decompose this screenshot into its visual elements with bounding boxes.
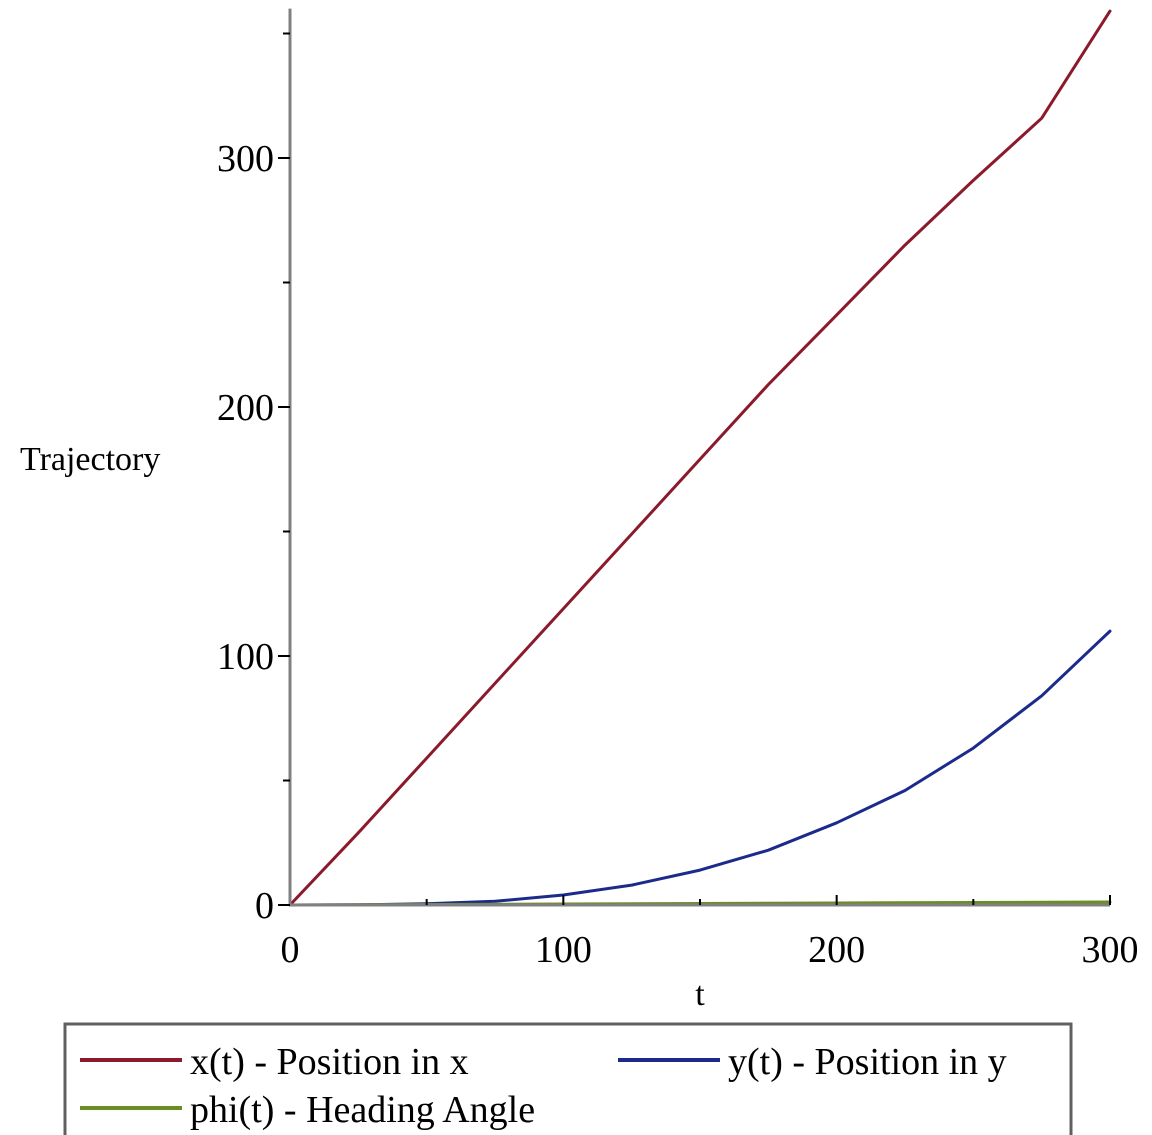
y-axis-title: Trajectory <box>20 441 160 478</box>
x-tick-label: 0 <box>281 929 300 971</box>
x-tick-label: 300 <box>1082 929 1139 971</box>
y-tick-label: 100 <box>217 636 274 678</box>
legend-label-y: y(t) - Position in y <box>728 1041 1007 1083</box>
x-axis-title: t <box>695 976 705 1013</box>
series-line-0 <box>288 9 1112 907</box>
y-tick-label: 0 <box>255 885 274 927</box>
y-tick-label: 200 <box>217 387 274 429</box>
x-tick-label: 200 <box>808 929 865 971</box>
legend-label-phi: phi(t) - Heading Angle <box>190 1089 535 1131</box>
ticks-layer: 0 100 200 300 0 100 200 300 <box>217 32 1139 971</box>
x-tick-label: 100 <box>535 929 592 971</box>
axes-layer <box>288 8 1110 907</box>
y-tick-label: 300 <box>217 138 274 180</box>
legend: x(t) - Position in x y(t) - Position in … <box>63 1022 1073 1135</box>
series-layer <box>288 9 1112 907</box>
legend-label-x: x(t) - Position in x <box>190 1041 469 1083</box>
series-line-1 <box>288 629 1112 907</box>
legend-frame <box>63 1022 1073 1135</box>
